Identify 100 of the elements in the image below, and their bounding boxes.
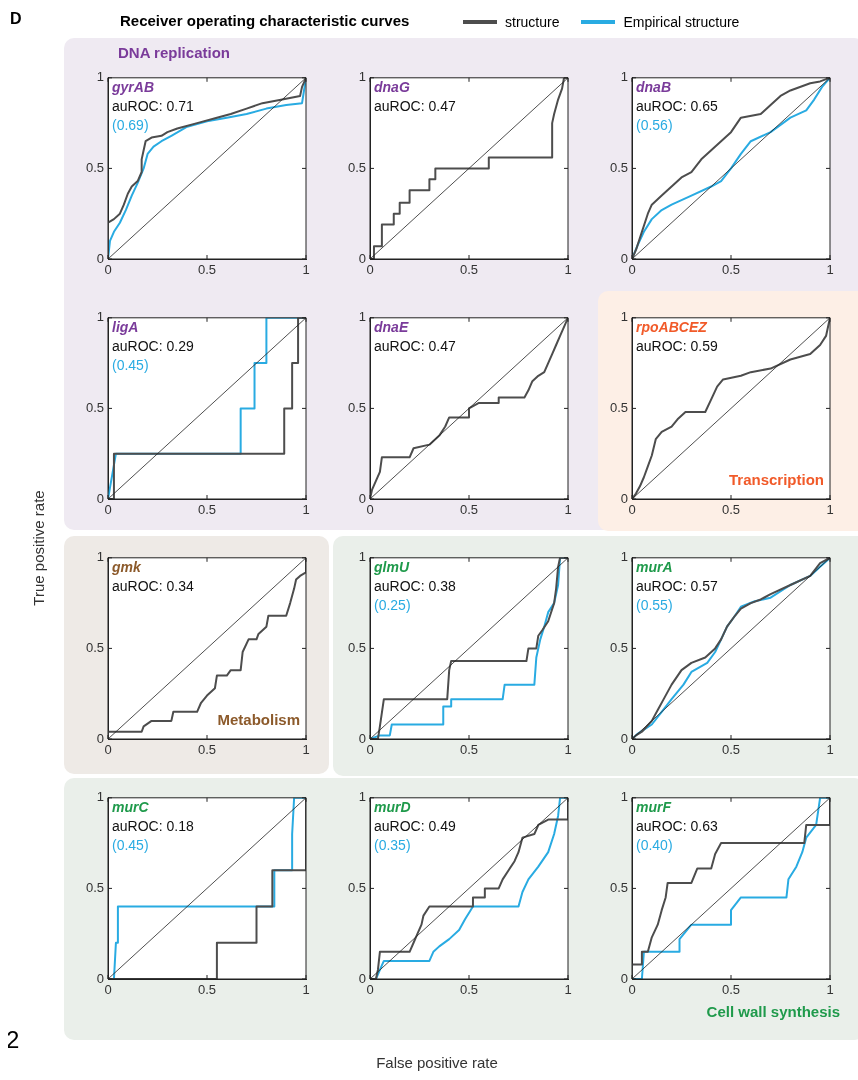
x-tick-label: 0.5	[459, 742, 479, 758]
y-tick-label: 1	[358, 69, 366, 85]
chart-title: glmU	[374, 558, 411, 577]
x-tick-label: 0.5	[197, 982, 217, 998]
chart-title: murA	[636, 558, 674, 577]
y-tick-label: 0	[620, 730, 628, 746]
annotation: auROC: 0.71	[112, 97, 194, 116]
x-tick-label: 1	[826, 982, 834, 998]
chart-title: ligA	[112, 318, 140, 337]
annotation: (0.45)	[112, 836, 150, 855]
annotation: auROC: 0.47	[374, 337, 456, 356]
x-tick-label: 0.5	[197, 742, 217, 758]
y-tick-label: 1	[620, 789, 628, 805]
y-tick-label: 1	[96, 309, 104, 325]
text: Receiver operating characteristic curves	[120, 12, 410, 29]
y-tick-label: 0	[620, 970, 628, 986]
x-tick-label: 0.5	[721, 502, 741, 518]
chart-title: dnaB	[636, 78, 672, 97]
x-tick-label: 1	[564, 742, 572, 758]
x-tick-label: 0.5	[721, 982, 741, 998]
y-tick-label: 0.5	[347, 159, 366, 175]
annotation: auROC: 0.18	[112, 817, 194, 836]
x-tick-label: 1	[564, 262, 572, 278]
y-tick-label: 0.5	[85, 879, 104, 895]
chart-title: gmk	[112, 558, 142, 577]
x-tick-label: 1	[826, 742, 834, 758]
annotation: (0.55)	[636, 596, 674, 615]
y-tick-label: 0	[620, 490, 628, 506]
text: Metabolism	[217, 711, 300, 728]
y-tick-label: 1	[620, 549, 628, 565]
x-tick-label: 0.5	[459, 262, 479, 278]
y-tick-label: 1	[96, 69, 104, 85]
y-tick-label: 1	[620, 69, 628, 85]
annotation: (0.35)	[374, 836, 412, 855]
annotation: auROC: 0.63	[636, 817, 718, 836]
y-tick-label: 1	[358, 549, 366, 565]
y-tick-label: 0.5	[347, 879, 366, 895]
y-tick-label: 1	[358, 309, 366, 325]
annotation: auROC: 0.65	[636, 97, 718, 116]
y-tick-label: 1	[96, 549, 104, 565]
y-tick-label: 0.5	[609, 159, 628, 175]
y-tick-label: 0.5	[609, 639, 628, 655]
y-tick-label: 1	[96, 789, 104, 805]
text: Transcription	[728, 471, 824, 488]
y-tick-label: 0	[358, 250, 366, 266]
y-tick-label: 0.5	[347, 639, 366, 655]
y-tick-label: 0	[358, 490, 366, 506]
chart-title: murD	[374, 798, 412, 817]
x-tick-label: 0.5	[197, 502, 217, 518]
x-tick-label: 0.5	[721, 742, 741, 758]
x-tick-label: 1	[564, 502, 572, 518]
y-tick-label: 0	[96, 970, 104, 986]
y-tick-label: 0.5	[85, 159, 104, 175]
text: False positive rate	[375, 1054, 499, 1071]
chart-title: murC	[112, 798, 150, 817]
chart-title: gyrAB	[112, 78, 155, 97]
annotation: auROC: 0.47	[374, 97, 456, 116]
y-tick-label: 0.5	[85, 639, 104, 655]
text: D	[10, 10, 22, 28]
annotation: auROC: 0.29	[112, 337, 194, 356]
x-tick-label: 1	[302, 502, 310, 518]
annotation: auROC: 0.34	[112, 577, 194, 596]
annotation: (0.25)	[374, 596, 412, 615]
annotation: (0.40)	[636, 836, 674, 855]
x-tick-label: 0.5	[459, 982, 479, 998]
x-tick-label: 0.5	[197, 262, 217, 278]
x-tick-label: 1	[564, 982, 572, 998]
text: Cell wall synthesis	[706, 1003, 840, 1020]
y-tick-label: 0	[620, 250, 628, 266]
chart-title: murF	[636, 798, 673, 817]
legend-label: Empirical structure	[623, 14, 740, 30]
y-tick-label: 1	[620, 309, 628, 325]
y-tick-label: 0	[358, 730, 366, 746]
x-tick-label: 0.5	[459, 502, 479, 518]
annotation: (0.69)	[112, 116, 150, 135]
annotation: (0.45)	[112, 356, 150, 375]
text: 2	[7, 1026, 20, 1054]
chart-title: dnaG	[374, 78, 411, 97]
annotation: auROC: 0.38	[374, 577, 456, 596]
x-tick-label: 1	[302, 982, 310, 998]
x-tick-label: 1	[302, 262, 310, 278]
y-tick-label: 0	[96, 730, 104, 746]
y-tick-label: 0	[358, 970, 366, 986]
y-tick-label: 0.5	[609, 399, 628, 415]
annotation: auROC: 0.59	[636, 337, 718, 356]
y-tick-label: 1	[358, 789, 366, 805]
annotation: auROC: 0.49	[374, 817, 456, 836]
x-tick-label: 1	[826, 502, 834, 518]
legend-label: structure	[505, 14, 560, 30]
y-tick-label: 0.5	[85, 399, 104, 415]
chart-title: dnaE	[374, 318, 410, 337]
x-tick-label: 1	[826, 262, 834, 278]
x-tick-label: 0.5	[721, 262, 741, 278]
y-tick-label: 0	[96, 490, 104, 506]
chart-subtitle: DNA replication	[118, 44, 230, 61]
y-tick-label: 0.5	[347, 399, 366, 415]
annotation: (0.56)	[636, 116, 674, 135]
chart-title: rpoABCEZ	[636, 318, 708, 337]
text: True positive rate	[29, 490, 47, 606]
annotation: auROC: 0.57	[636, 577, 718, 596]
